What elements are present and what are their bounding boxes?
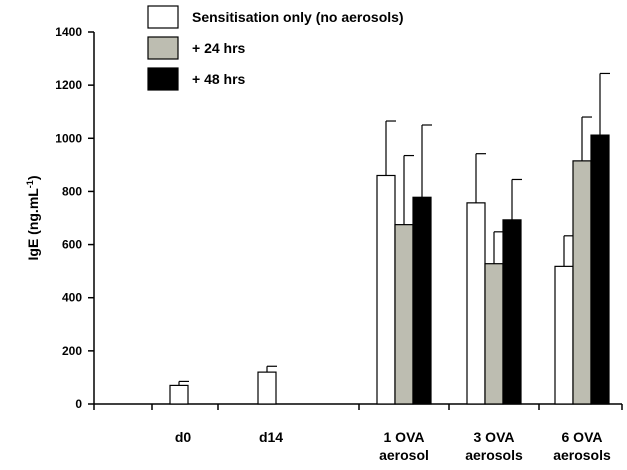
y-axis-title: IgE (ng.mL-1) bbox=[25, 175, 41, 260]
x-category-label: 3 OVA bbox=[474, 429, 515, 445]
y-tick-label: 400 bbox=[62, 291, 82, 305]
x-category-label: 6 OVA bbox=[562, 429, 603, 445]
bar bbox=[169, 384, 189, 405]
x-axis-labels: d0 d14 1 OVA aerosol 3 OVA aerosols 6 OVA aeros… bbox=[175, 429, 611, 463]
y-tick-label: 1400 bbox=[55, 25, 82, 39]
x-category-label: aerosol bbox=[379, 447, 429, 463]
bars bbox=[169, 72, 610, 405]
bar bbox=[590, 134, 610, 405]
y-tick-label: 200 bbox=[62, 344, 82, 358]
axes: 0 200 400 600 800 1000 1200 1400 bbox=[55, 25, 623, 411]
x-category-label: aerosols bbox=[465, 447, 523, 463]
x-category-label: aerosols bbox=[553, 447, 611, 463]
x-category-label: 1 OVA bbox=[384, 429, 425, 445]
bar bbox=[257, 371, 277, 405]
y-tick-label: 1000 bbox=[55, 131, 82, 145]
y-tick-label: 600 bbox=[62, 238, 82, 252]
bar bbox=[466, 202, 486, 405]
legend-label: + 48 hrs bbox=[192, 71, 246, 87]
y-tick-label: 800 bbox=[62, 184, 82, 198]
legend-label: Sensitisation only (no aerosols) bbox=[192, 9, 404, 25]
y-axis-title-superscript: -1 bbox=[25, 180, 35, 188]
legend-swatch bbox=[147, 67, 179, 91]
legend-swatch bbox=[147, 36, 179, 60]
bar bbox=[484, 263, 504, 405]
y-tick-label: 0 bbox=[75, 397, 82, 411]
y-tick-label: 1200 bbox=[55, 78, 82, 92]
bar bbox=[394, 224, 414, 405]
bar bbox=[412, 196, 432, 405]
bar bbox=[572, 160, 592, 405]
legend-label: + 24 hrs bbox=[192, 40, 246, 56]
y-axis-title-main: IgE (ng.mL bbox=[25, 188, 41, 261]
legend-swatch bbox=[147, 5, 179, 29]
bar bbox=[554, 265, 574, 405]
legend: Sensitisation only (no aerosols) + 24 hrs… bbox=[147, 5, 404, 91]
bar bbox=[502, 219, 522, 405]
x-category-label: d0 bbox=[175, 429, 192, 445]
y-axis-title-close: ) bbox=[25, 175, 41, 180]
bar bbox=[376, 174, 396, 405]
x-category-label: d14 bbox=[259, 429, 283, 445]
